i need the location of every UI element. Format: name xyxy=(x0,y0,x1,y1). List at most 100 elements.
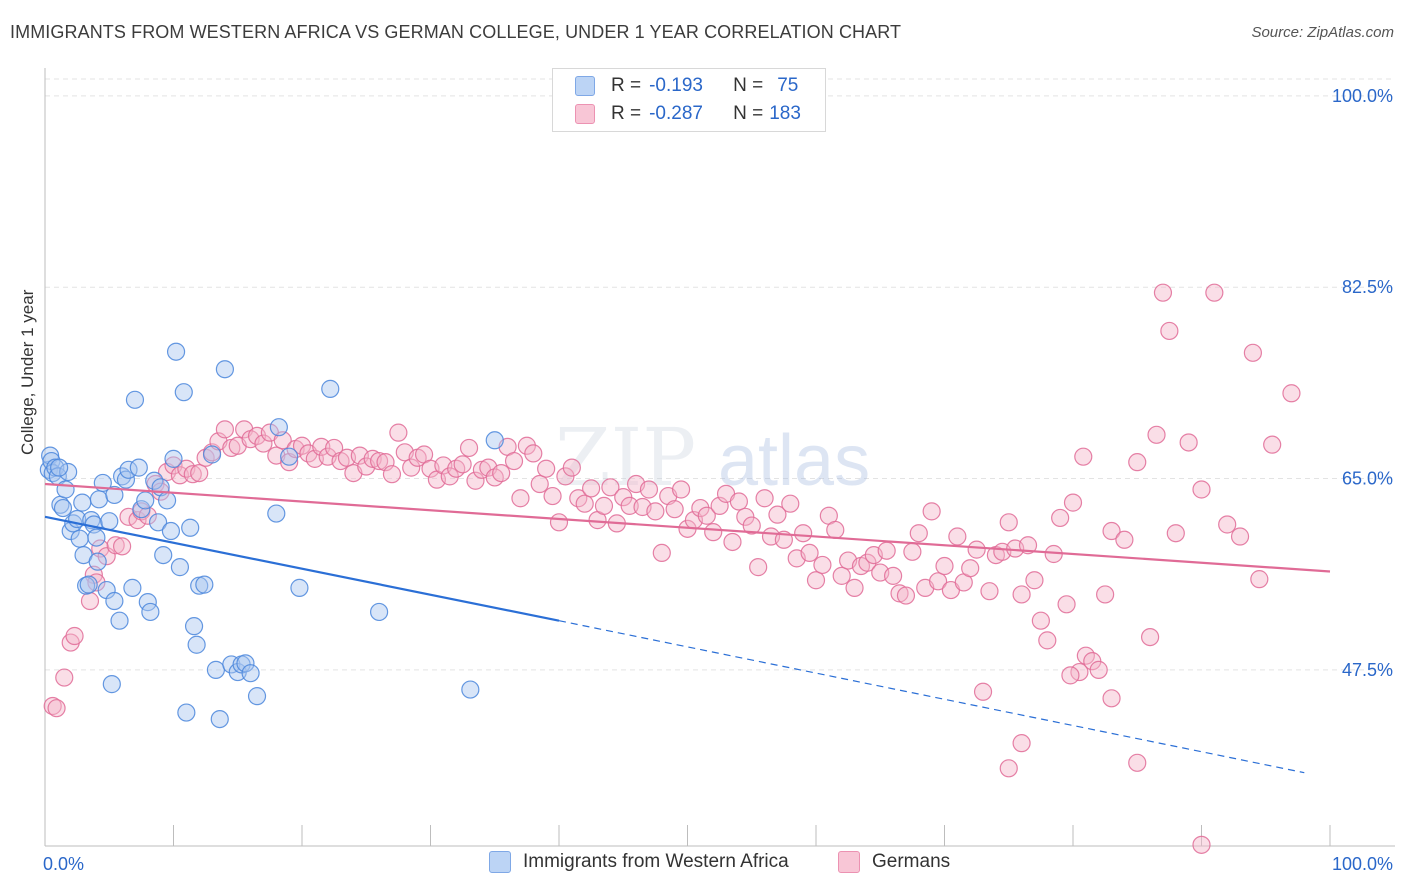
data-point xyxy=(646,502,665,521)
data-point xyxy=(1018,536,1038,555)
data-point xyxy=(65,626,84,646)
data-point xyxy=(461,680,480,699)
data-point xyxy=(877,541,896,560)
data-point xyxy=(1115,530,1134,549)
series-germans xyxy=(43,283,1301,854)
data-point xyxy=(102,675,121,694)
data-point xyxy=(742,516,761,535)
data-point xyxy=(254,434,273,453)
grid-lines xyxy=(45,78,1395,671)
data-point xyxy=(389,423,408,442)
data-point xyxy=(537,459,556,478)
data-point xyxy=(1218,515,1237,534)
data-point xyxy=(100,512,119,531)
data-point xyxy=(504,451,524,471)
data-point xyxy=(729,492,749,511)
data-point xyxy=(183,465,202,484)
data-point xyxy=(665,500,684,519)
data-point xyxy=(141,602,160,622)
bottom-legend-swatch-pink xyxy=(838,851,860,873)
data-point xyxy=(1192,480,1211,499)
data-point xyxy=(125,390,145,409)
data-point xyxy=(562,458,581,477)
legend-n-label: N = xyxy=(733,75,764,96)
data-point xyxy=(1147,425,1166,444)
data-point xyxy=(190,463,209,483)
data-point xyxy=(202,445,222,464)
data-point xyxy=(89,490,109,509)
data-point xyxy=(749,558,768,577)
data-point xyxy=(704,523,723,542)
data-point xyxy=(1051,508,1070,528)
legend-row-western-africa: R = -0.193 N = 75 xyxy=(575,74,798,98)
data-point xyxy=(1128,453,1147,472)
data-point xyxy=(1250,570,1269,589)
data-point xyxy=(312,437,331,456)
y-tick-label: 65.0% xyxy=(1342,469,1393,489)
y-tick-label: 82.5% xyxy=(1342,277,1393,297)
data-point xyxy=(170,558,190,577)
x-tick-label: 100.0% xyxy=(1332,854,1393,874)
data-point xyxy=(723,532,742,552)
data-point xyxy=(922,502,941,521)
data-point xyxy=(1096,585,1115,604)
legend-r-value: -0.193 xyxy=(649,75,703,96)
data-point xyxy=(549,513,569,532)
data-point xyxy=(999,513,1018,532)
bottom-legend-label: Immigrants from Western Africa xyxy=(523,851,789,872)
data-point xyxy=(56,480,75,499)
data-point xyxy=(582,479,601,498)
data-point xyxy=(164,449,183,468)
data-point xyxy=(138,506,157,525)
data-point xyxy=(1160,321,1179,341)
data-point xyxy=(909,524,928,543)
data-point xyxy=(639,480,659,499)
data-point xyxy=(181,518,200,537)
data-point xyxy=(980,582,999,601)
data-point xyxy=(267,504,286,523)
data-point xyxy=(524,444,543,463)
legend-r-label: R = xyxy=(611,75,642,96)
data-point xyxy=(492,463,511,483)
data-point xyxy=(1063,493,1083,512)
data-point xyxy=(247,687,267,706)
data-point xyxy=(157,491,177,510)
data-point xyxy=(485,431,504,450)
data-point xyxy=(161,521,181,541)
data-point xyxy=(601,478,620,497)
data-point xyxy=(594,496,614,515)
chart-title: IMMIGRANTS FROM WESTERN AFRICA VS GERMAN… xyxy=(10,22,902,42)
data-point xyxy=(1025,571,1044,590)
data-point xyxy=(105,591,124,611)
data-point xyxy=(1153,283,1173,302)
data-point xyxy=(1038,631,1057,650)
data-point xyxy=(800,543,819,563)
data-point xyxy=(106,536,125,555)
watermark-atlas: atlas xyxy=(718,421,870,501)
data-point xyxy=(948,527,967,546)
data-point xyxy=(1012,585,1031,604)
data-point xyxy=(973,682,993,701)
bottom-legend-western-africa: Immigrants from Western Africa xyxy=(489,851,789,873)
axes xyxy=(44,68,1395,847)
y-tick-label: 47.5% xyxy=(1342,660,1393,680)
data-point xyxy=(79,575,98,594)
data-point xyxy=(370,602,389,622)
data-point xyxy=(166,342,186,361)
data-point xyxy=(1230,527,1250,546)
trend-line-western-africa-extension xyxy=(558,620,1305,774)
data-point xyxy=(896,586,916,605)
data-point xyxy=(1061,666,1080,685)
data-point xyxy=(382,465,402,484)
data-point xyxy=(184,617,204,636)
data-point xyxy=(1074,447,1093,466)
data-point xyxy=(170,466,190,485)
source-label: Source: ZipAtlas.com xyxy=(1251,24,1394,41)
legend-n-label: N = xyxy=(733,103,764,124)
data-point xyxy=(543,486,562,506)
y-tick-label: 100.0% xyxy=(1332,86,1393,106)
data-point xyxy=(781,494,800,513)
data-point xyxy=(174,383,193,402)
data-point xyxy=(768,505,787,524)
x-tick-label: 0.0% xyxy=(43,854,84,874)
